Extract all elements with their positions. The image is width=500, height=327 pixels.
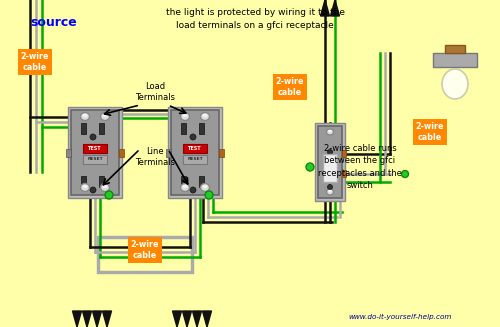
Ellipse shape <box>190 187 196 193</box>
Ellipse shape <box>205 191 213 199</box>
Bar <box>71 110 119 195</box>
Bar <box>83 144 107 153</box>
Ellipse shape <box>90 187 96 193</box>
Bar <box>68 107 122 198</box>
Ellipse shape <box>180 112 190 121</box>
Ellipse shape <box>105 191 113 199</box>
Bar <box>81 176 86 187</box>
Bar <box>219 149 224 157</box>
Ellipse shape <box>200 112 209 121</box>
Ellipse shape <box>326 129 334 135</box>
Text: 2-wire
cable: 2-wire cable <box>131 240 159 260</box>
Bar <box>83 155 107 164</box>
Text: 2-wire cable runs
between the gfci
receptacles and the
switch: 2-wire cable runs between the gfci recep… <box>318 144 402 190</box>
Ellipse shape <box>442 69 468 99</box>
Ellipse shape <box>80 112 90 121</box>
Text: Line
Terminals: Line Terminals <box>135 147 175 167</box>
Text: www.do-it-yourself-help.com: www.do-it-yourself-help.com <box>348 314 452 320</box>
Bar <box>119 149 124 157</box>
Ellipse shape <box>182 185 188 188</box>
Ellipse shape <box>100 112 110 121</box>
Text: source: source <box>30 15 77 28</box>
Bar <box>323 154 337 182</box>
Polygon shape <box>330 0 340 16</box>
Bar <box>181 176 186 187</box>
Bar <box>171 110 219 195</box>
Ellipse shape <box>102 114 108 117</box>
Ellipse shape <box>200 183 209 192</box>
Ellipse shape <box>180 183 190 192</box>
Text: RESET: RESET <box>187 158 203 162</box>
Polygon shape <box>320 0 330 16</box>
Text: the light is protected by wiring it to the
load terminals on a gfci receptacle: the light is protected by wiring it to t… <box>166 8 344 30</box>
Bar <box>181 123 186 134</box>
Text: Load
Terminals: Load Terminals <box>135 82 175 102</box>
Ellipse shape <box>82 114 87 117</box>
Ellipse shape <box>190 134 196 140</box>
Polygon shape <box>72 311 82 327</box>
Bar <box>315 123 345 201</box>
Ellipse shape <box>326 189 334 195</box>
Bar <box>183 144 207 153</box>
Text: 2-wire
cable: 2-wire cable <box>21 52 49 72</box>
Text: RESET: RESET <box>87 158 103 162</box>
Polygon shape <box>92 311 102 327</box>
Bar <box>99 123 104 134</box>
Polygon shape <box>172 311 182 327</box>
Bar <box>433 53 477 67</box>
Ellipse shape <box>90 134 96 140</box>
Ellipse shape <box>328 190 332 192</box>
Polygon shape <box>202 311 211 327</box>
Bar <box>98 237 192 272</box>
Ellipse shape <box>328 149 332 154</box>
Text: 2-wire
cable: 2-wire cable <box>276 77 304 97</box>
Ellipse shape <box>82 185 87 188</box>
Bar <box>318 126 342 198</box>
Bar <box>166 149 171 157</box>
Ellipse shape <box>328 130 332 132</box>
Bar <box>445 45 465 53</box>
Ellipse shape <box>100 183 110 192</box>
Ellipse shape <box>306 163 314 171</box>
Bar <box>199 176 204 187</box>
Polygon shape <box>182 311 192 327</box>
Bar <box>199 123 204 134</box>
Bar <box>66 149 71 157</box>
Ellipse shape <box>202 185 207 188</box>
Ellipse shape <box>182 114 188 117</box>
Bar <box>81 123 86 134</box>
Ellipse shape <box>402 170 408 178</box>
Polygon shape <box>102 311 112 327</box>
Polygon shape <box>82 311 92 327</box>
Polygon shape <box>192 311 202 327</box>
Text: TEST: TEST <box>88 146 102 150</box>
Text: TEST: TEST <box>188 146 202 150</box>
Ellipse shape <box>328 184 332 190</box>
Bar <box>183 155 207 164</box>
Bar <box>99 176 104 187</box>
Bar <box>342 170 346 177</box>
Ellipse shape <box>102 185 108 188</box>
Bar <box>342 150 346 157</box>
Text: 2-wire
cable: 2-wire cable <box>416 122 444 142</box>
Bar <box>168 107 222 198</box>
Ellipse shape <box>202 114 207 117</box>
Ellipse shape <box>80 183 90 192</box>
